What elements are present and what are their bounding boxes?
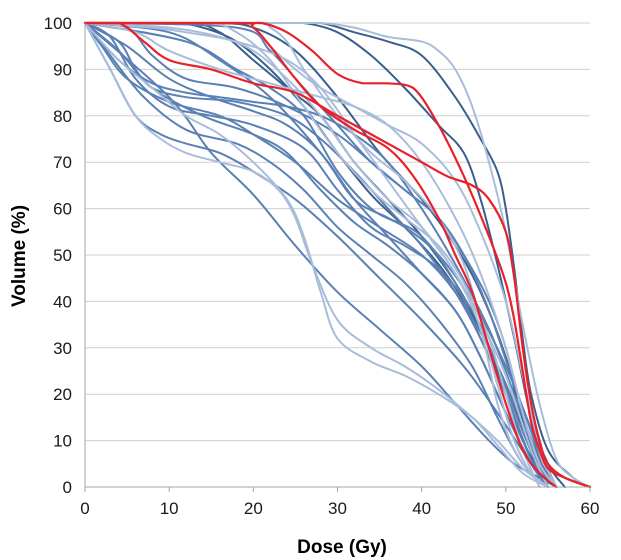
- series-line: [84, 22, 549, 488]
- series-line: [84, 22, 558, 488]
- series-line: [84, 21, 591, 488]
- series-line-highlight: [83, 21, 592, 489]
- y-tick-label: 60: [53, 200, 72, 219]
- series-line: [84, 22, 549, 488]
- y-tick-label: 40: [53, 292, 72, 311]
- x-tick-label: 40: [412, 499, 431, 518]
- x-tick-label: 50: [496, 499, 515, 518]
- y-tick-label: 20: [53, 385, 72, 404]
- y-tick-label: 80: [53, 107, 72, 126]
- y-tick-label: 100: [44, 14, 72, 33]
- series-line: [84, 22, 558, 488]
- series-line-highlight: [83, 21, 592, 489]
- y-tick-label: 0: [63, 478, 72, 497]
- x-tick-label: 10: [160, 499, 179, 518]
- y-tick-label: 50: [53, 246, 72, 265]
- series-line: [84, 21, 549, 488]
- axes: [84, 23, 591, 492]
- x-tick-label: 30: [328, 499, 347, 518]
- series-line-highlight: [83, 21, 558, 489]
- x-tick-labels: 0 10 20 30 40 50 60: [80, 499, 599, 518]
- y-tick-label: 10: [53, 432, 72, 451]
- x-tick-label: 0: [80, 499, 89, 518]
- y-tick-labels: 0 10 20 30 40 50 60 70 80 90 100: [44, 14, 72, 497]
- series-line: [84, 22, 558, 488]
- series-line: [84, 22, 558, 488]
- series-lines: [83, 21, 592, 489]
- series-line: [84, 21, 541, 488]
- x-tick-label: 20: [244, 499, 263, 518]
- series-line: [84, 22, 549, 488]
- x-axis-title: Dose (Gy): [297, 537, 387, 558]
- gridlines: [85, 22, 590, 442]
- y-tick-label: 30: [53, 339, 72, 358]
- y-tick-label: 70: [53, 153, 72, 172]
- y-tick-label: 90: [53, 60, 72, 79]
- y-axis-title: Volume (%): [9, 205, 30, 307]
- x-tick-label: 60: [581, 499, 600, 518]
